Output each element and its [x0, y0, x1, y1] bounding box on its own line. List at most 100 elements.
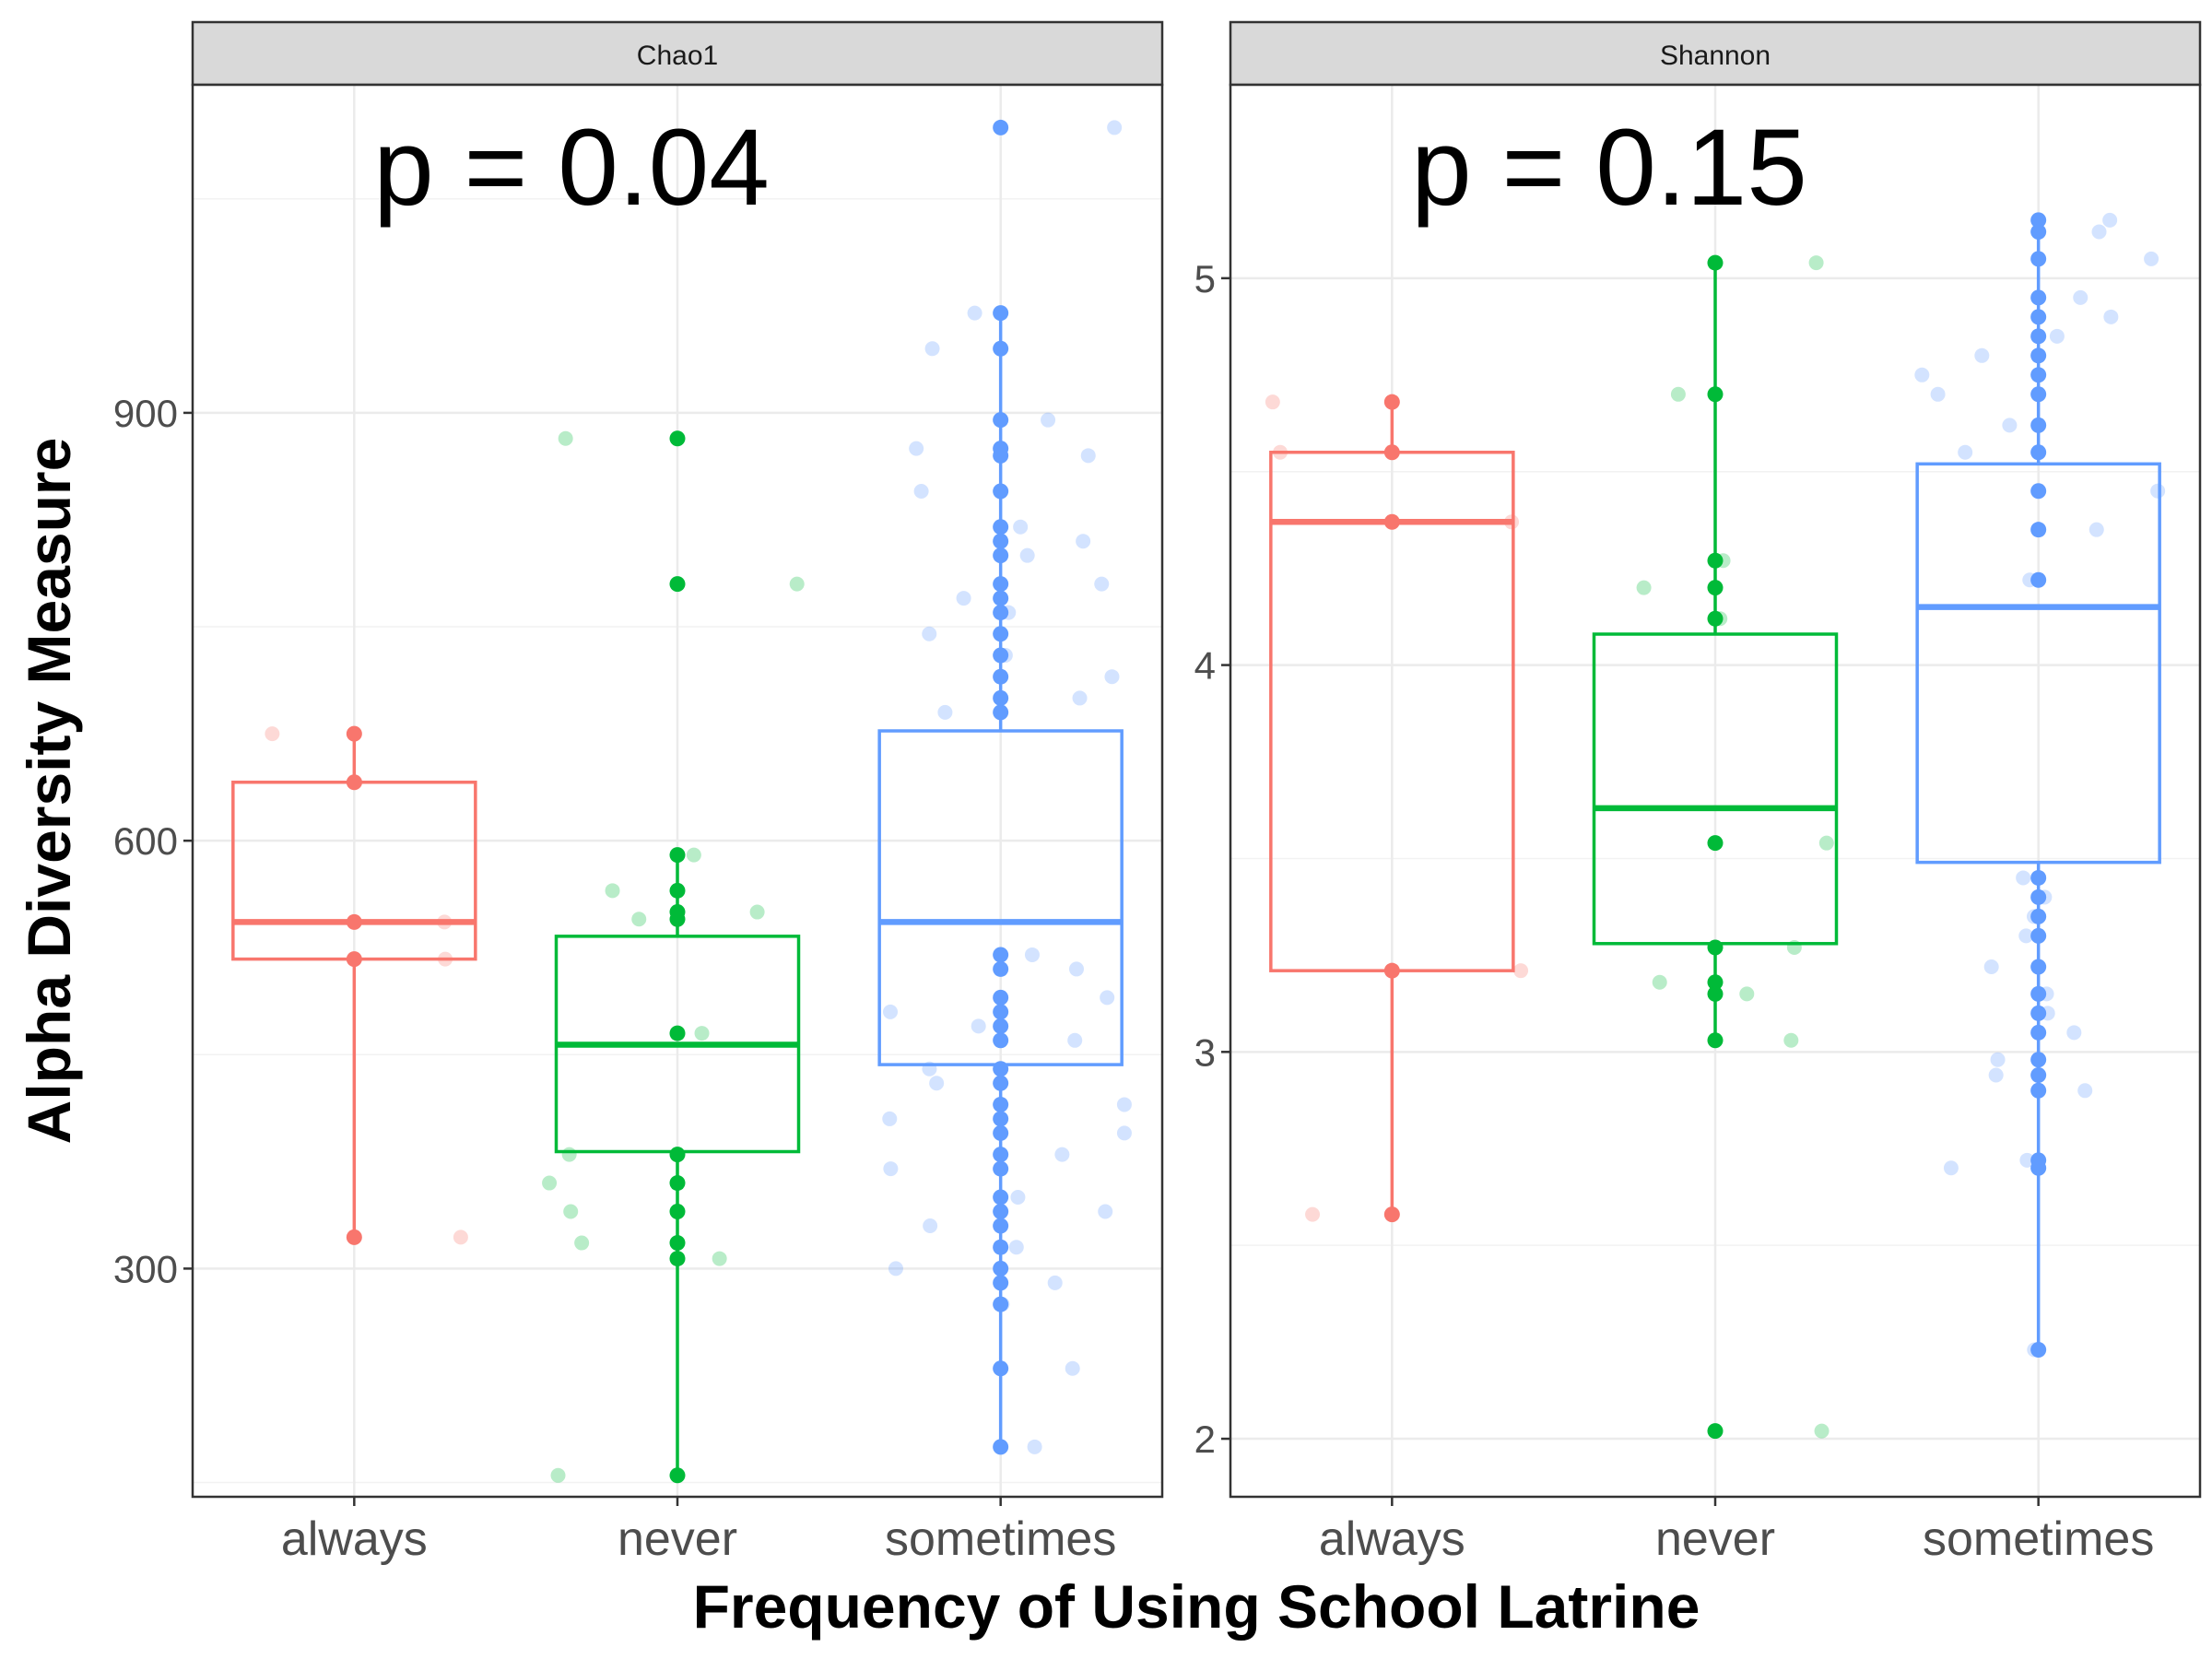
jitter-point-sometimes: [2144, 251, 2159, 266]
data-point-sometimes: [993, 1275, 1009, 1291]
jitter-point-sometimes: [923, 1218, 938, 1233]
jitter-point-never: [574, 1235, 590, 1251]
data-point-sometimes: [993, 605, 1009, 621]
x-axis-title: Frequency of Using School Latrine: [693, 1572, 1700, 1641]
jitter-point-sometimes: [2066, 1025, 2082, 1041]
data-point-never: [1707, 939, 1724, 956]
data-point-sometimes: [993, 1189, 1009, 1206]
jitter-point-never: [1783, 1032, 1799, 1048]
x-tick-label-never: never: [1655, 1512, 1775, 1566]
y-tick-label-chao1: 600: [113, 819, 178, 863]
jitter-point-sometimes: [1080, 448, 1096, 464]
data-point-always: [346, 913, 362, 930]
data-point-sometimes: [993, 1296, 1009, 1312]
jitter-point-sometimes: [1047, 1275, 1063, 1290]
data-point-sometimes: [2030, 251, 2047, 267]
jitter-point-sometimes: [1067, 1032, 1083, 1048]
data-point-always: [346, 951, 362, 968]
jitter-point-sometimes: [2091, 224, 2107, 240]
jitter-point-sometimes: [2103, 309, 2119, 324]
data-point-sometimes: [993, 1061, 1009, 1077]
data-point-sometimes: [993, 989, 1009, 1006]
data-point-sometimes: [993, 447, 1009, 464]
jitter-point-always: [265, 726, 280, 742]
data-point-never: [669, 911, 686, 927]
data-point-sometimes: [993, 1218, 1009, 1234]
jitter-point-sometimes: [1094, 576, 1110, 592]
data-point-never: [669, 1175, 686, 1192]
data-point-sometimes: [993, 1160, 1009, 1177]
jitter-point-sometimes: [971, 1018, 986, 1034]
jitter-point-never: [558, 430, 573, 446]
jitter-point-never: [1636, 580, 1652, 595]
data-point-sometimes: [2030, 1066, 2047, 1083]
y-tick-label-shannon: 2: [1194, 1418, 1216, 1461]
data-point-always: [346, 774, 362, 791]
data-point-sometimes: [993, 1147, 1009, 1163]
jitter-point-sometimes: [1116, 1097, 1132, 1112]
jitter-point-sometimes: [909, 441, 924, 456]
data-point-sometimes: [2030, 223, 2047, 240]
data-point-always: [1383, 444, 1400, 461]
data-point-sometimes: [2030, 927, 2047, 944]
data-point-sometimes: [2030, 959, 2047, 975]
data-point-sometimes: [993, 483, 1009, 500]
jitter-point-sometimes: [929, 1076, 945, 1091]
data-point-sometimes: [2030, 483, 2047, 500]
data-point-sometimes: [2030, 289, 2047, 306]
jitter-point-sometimes: [1943, 1160, 1959, 1176]
jitter-point-sometimes: [1930, 386, 1946, 402]
box-iqr-sometimes: [1915, 462, 2161, 865]
y-tick-label-shannon: 4: [1194, 644, 1216, 688]
panel-chao1: Chao1 always never sometimes 300 600 900 p =…: [113, 20, 1164, 1566]
jitter-point-never: [712, 1251, 727, 1266]
data-point-never: [1707, 386, 1724, 403]
jitter-point-sometimes: [924, 341, 940, 357]
data-point-sometimes: [993, 412, 1009, 429]
jitter-point-never: [561, 1147, 577, 1162]
jitter-point-sometimes: [1041, 412, 1056, 428]
data-point-sometimes: [993, 704, 1009, 721]
data-point-never: [669, 1251, 686, 1267]
jitter-point-never: [1818, 835, 1834, 851]
jitter-point-sometimes: [1027, 1439, 1042, 1454]
outlier-point-never: [669, 576, 686, 593]
data-point-never: [669, 1204, 686, 1220]
data-point-sometimes: [993, 590, 1009, 606]
jitter-point-sometimes: [2150, 483, 2166, 499]
jitter-point-sometimes: [1019, 547, 1035, 563]
data-point-sometimes: [993, 1096, 1009, 1112]
strip-shannon: [1229, 20, 2202, 87]
box-never-chao1: [542, 430, 805, 1484]
data-point-sometimes: [993, 1004, 1009, 1020]
jitter-point-sometimes: [2049, 328, 2065, 344]
jitter-point-sometimes: [967, 305, 982, 321]
jitter-point-sometimes: [1010, 1190, 1026, 1206]
data-point-never: [669, 1467, 686, 1484]
data-point-sometimes: [993, 1018, 1009, 1034]
jitter-point-sometimes: [2002, 418, 2018, 433]
jitter-point-sometimes: [2077, 1083, 2093, 1099]
plot-border-chao1: [191, 83, 1164, 1499]
data-point-never: [1707, 835, 1724, 852]
jitter-point-sometimes: [1013, 519, 1029, 535]
jitter-point-sometimes: [1914, 367, 1930, 382]
data-point-never: [669, 1025, 686, 1041]
jitter-point-sometimes: [937, 704, 953, 720]
jitter-point-sometimes: [1100, 990, 1115, 1006]
data-point-sometimes: [993, 1360, 1009, 1377]
data-point-sometimes: [993, 340, 1009, 357]
data-point-sometimes: [2030, 571, 2047, 588]
data-point-sometimes: [993, 576, 1009, 593]
data-point-sometimes: [993, 519, 1009, 535]
jitter-point-never: [1739, 986, 1755, 1002]
plot-border-shannon: [1229, 83, 2202, 1499]
data-point-sometimes: [2030, 367, 2047, 383]
data-point-never: [669, 1147, 686, 1163]
data-point-never: [1707, 974, 1724, 991]
data-point-sometimes: [2030, 1159, 2047, 1176]
jitter-point-sometimes: [1024, 947, 1040, 962]
jitter-point-sometimes: [1072, 690, 1088, 706]
jitter-point-always: [1265, 394, 1280, 410]
